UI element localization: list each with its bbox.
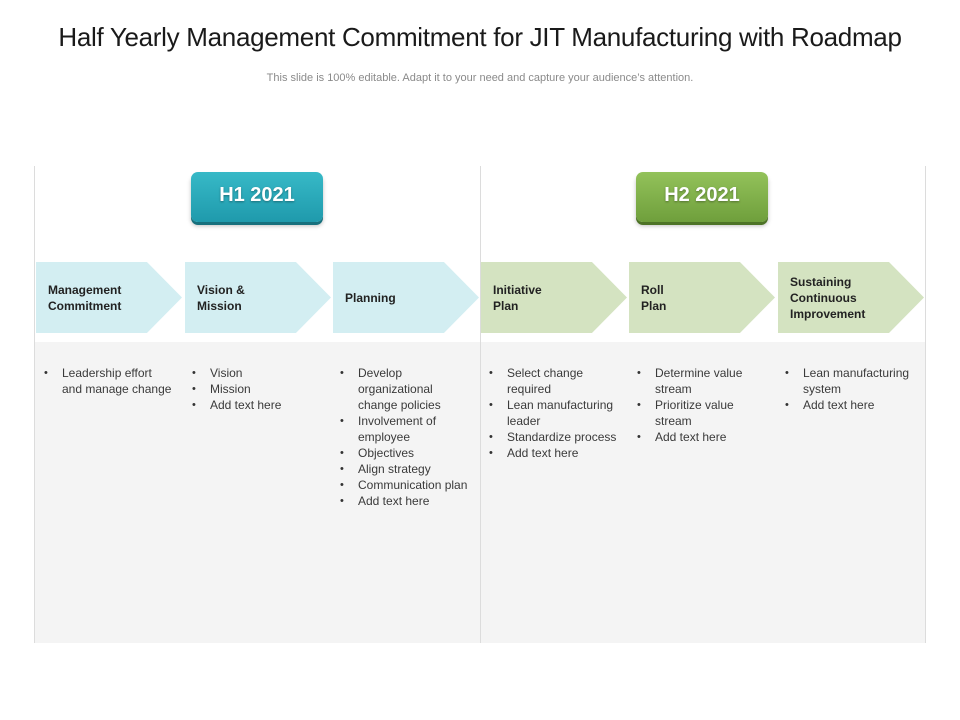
chevron-stage-4: Initiative Plan xyxy=(481,262,627,333)
chevron-label: Roll Plan xyxy=(641,282,667,313)
chevron-label: Planning xyxy=(345,290,396,305)
stage-2-bullet-list: VisionMissionAdd text here xyxy=(192,365,332,413)
stage-4-bullet-list: Select change requiredLean manufacturing… xyxy=(489,365,629,461)
bullet-item: Involvement of employee xyxy=(340,413,482,445)
bullet-item: Standardize process xyxy=(489,429,629,445)
bullet-item: Objectives xyxy=(340,445,482,461)
chevron-label: Management Commitment xyxy=(48,282,122,313)
chevron-label: Sustaining Continuous Improvement xyxy=(790,274,866,321)
right-border xyxy=(925,166,926,643)
chevron-stage-1: Management Commitment xyxy=(36,262,182,333)
bullet-item: Develop organizational change policies xyxy=(340,365,482,413)
stage-1-bullet-list: Leadership effort and manage change xyxy=(44,365,184,397)
chevron-stage-5: Roll Plan xyxy=(629,262,775,333)
bullet-item: Vision xyxy=(192,365,332,381)
h2-badge: H2 2021 xyxy=(636,172,768,222)
chevron-stage-6: Sustaining Continuous Improvement xyxy=(778,262,924,333)
chevron-stage-2: Vision & Mission xyxy=(185,262,331,333)
bullet-item: Lean manufacturing leader xyxy=(489,397,629,429)
stage-3-bullet-list: Develop organizational change policiesIn… xyxy=(340,365,482,509)
bullet-item: Leadership effort and manage change xyxy=(44,365,184,397)
bullet-item: Select change required xyxy=(489,365,629,397)
left-border xyxy=(34,166,35,643)
bullet-item: Mission xyxy=(192,381,332,397)
bullet-item: Communication plan xyxy=(340,477,482,493)
chevron-label: Vision & Mission xyxy=(197,282,245,313)
bullet-item: Add text here xyxy=(192,397,332,413)
bullet-item: Lean manufacturing system xyxy=(785,365,925,397)
bullet-item: Add text here xyxy=(637,429,777,445)
slide-title: Half Yearly Management Commitment for JI… xyxy=(58,22,902,52)
slide-subtitle: This slide is 100% editable. Adapt it to… xyxy=(266,72,694,84)
bullet-item: Add text here xyxy=(785,397,925,413)
bullet-item: Determine value stream xyxy=(637,365,777,397)
h1-badge: H1 2021 xyxy=(191,172,323,222)
bullet-item: Add text here xyxy=(340,493,482,509)
stage-6-bullet-list: Lean manufacturing systemAdd text here xyxy=(785,365,925,413)
bullet-item: Align strategy xyxy=(340,461,482,477)
bullet-item: Prioritize value stream xyxy=(637,397,777,429)
chevron-stage-3: Planning xyxy=(333,262,479,333)
stage-5-bullet-list: Determine value streamPrioritize value s… xyxy=(637,365,777,445)
bullet-item: Add text here xyxy=(489,445,629,461)
roadmap-board: H1 2021 H2 2021 Management Commitment Lea… xyxy=(34,166,926,643)
chevron-label: Initiative Plan xyxy=(493,282,542,313)
